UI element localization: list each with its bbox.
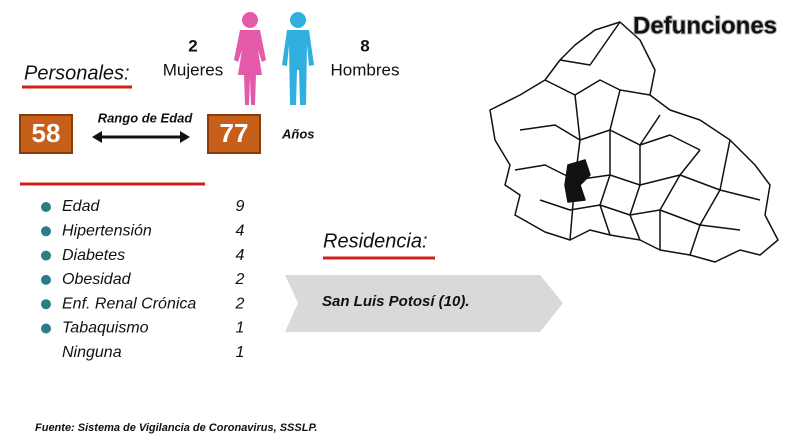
age-box (19, 114, 73, 154)
female-count: 2 (188, 36, 197, 55)
comorbidity-count: 4 (236, 223, 245, 240)
title: Defunciones (633, 12, 777, 39)
personales-label: Personales: (24, 62, 130, 84)
age-max: 77 (220, 118, 249, 148)
comorbidity-name: Diabetes (62, 247, 125, 264)
residencia-label: Residencia: (323, 230, 428, 252)
age-min: 58 (32, 118, 61, 148)
state-map (489, 21, 779, 263)
age-box (207, 114, 261, 154)
female-figure (234, 12, 266, 105)
comorbidity-name: Hipertensión (62, 223, 152, 240)
comorbidity-name: Edad (62, 198, 100, 215)
comorbidity-count: 1 (236, 320, 245, 337)
icon (41, 323, 51, 334)
residence-place: San Luis Potosí (10). (322, 293, 470, 310)
male-figure (282, 12, 314, 105)
icon (41, 274, 51, 285)
comorbidity-name: Tabaquismo (62, 320, 149, 337)
comorbidity-count: 4 (236, 247, 245, 264)
male-label: Hombres (331, 60, 400, 79)
residence-banner (285, 275, 563, 332)
age-unit: Años (281, 126, 315, 141)
comorbidity-name: Enf. Renal Crónica (62, 295, 196, 312)
comorbidity-count: 2 (235, 295, 245, 312)
comorbidity-name: Ninguna (62, 344, 122, 361)
female-label: Mujeres (163, 60, 223, 79)
male-count: 8 (360, 36, 369, 55)
icon (41, 202, 51, 212)
icon (41, 226, 51, 237)
icon (41, 299, 51, 310)
icon (41, 250, 51, 261)
comorbidity-count: 9 (236, 198, 245, 215)
comorbidity-count: 1 (236, 344, 245, 361)
comorbidity-list: Edad 9 Hipertensión 4 Diabetes 4 Obesidad 2 Enf.… (41, 198, 245, 361)
range-label: Rango de Edad (98, 110, 194, 125)
source: Fuente: Sistema de Vigilancia de Coronav… (35, 422, 317, 434)
comorbidity-count: 2 (235, 271, 245, 288)
range-arrow (92, 131, 190, 143)
comorbidity-name: Obesidad (62, 271, 132, 288)
